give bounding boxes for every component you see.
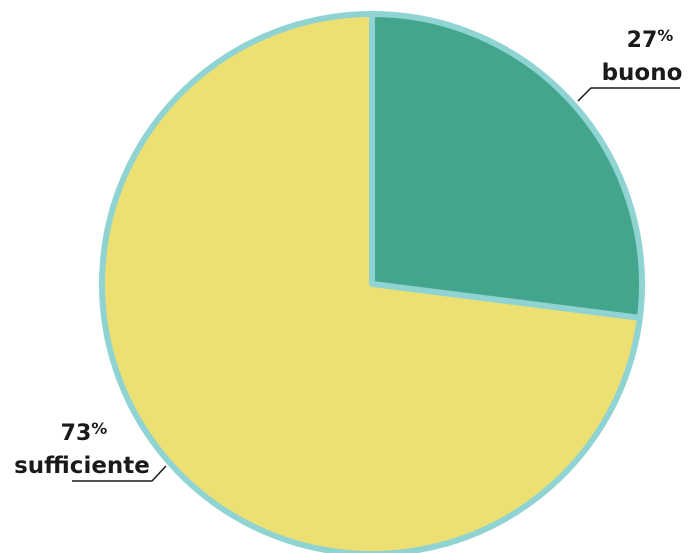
pie-slices	[99, 11, 645, 553]
slice-percent-sufficiente: 73%	[61, 419, 108, 446]
slice-label-sufficiente: 73% sufficiente	[14, 419, 167, 482]
slice-label-text-buono: buono	[602, 60, 683, 86]
pie-slice-sufficiente	[99, 11, 643, 553]
leader-line-buono	[577, 87, 680, 102]
slice-label-buono: 27% buono	[577, 26, 683, 102]
pie-slice-buono	[369, 11, 645, 321]
slice-label-text-sufficiente: sufficiente	[14, 453, 150, 479]
leader-line-sufficiente	[72, 465, 167, 482]
slice-percent-buono: 27%	[627, 26, 674, 53]
